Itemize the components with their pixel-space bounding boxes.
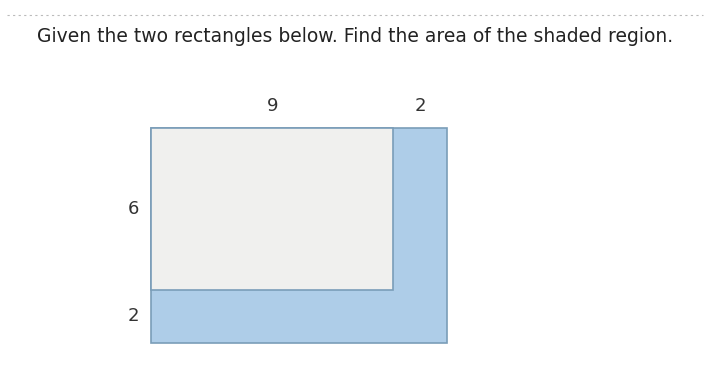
Text: Given the two rectangles below. Find the area of the shaded region.: Given the two rectangles below. Find the… [37,27,673,46]
Text: 2: 2 [415,97,426,115]
Bar [151,128,447,343]
Text: 6: 6 [128,200,139,218]
Text: 9: 9 [267,97,278,115]
Bar [151,128,393,290]
Text: 2: 2 [128,308,139,325]
